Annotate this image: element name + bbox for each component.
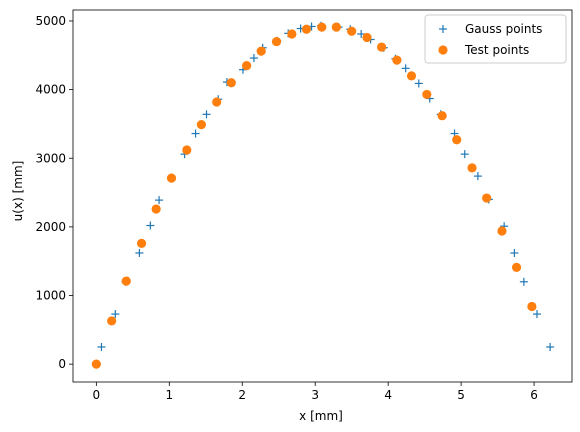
test-point [511,262,522,272]
axis-ticks: 0 1 2 3 4 5 6 0 1000 2000 3000 4000 5000 [35,14,537,402]
test-point [347,26,357,36]
x-tick-label: 4 [384,388,392,402]
gauss-point [401,64,410,73]
test-point [107,316,117,326]
x-axis-label: x [mm] [299,409,343,423]
plot-frame [72,9,573,383]
test-point [151,204,161,214]
gauss-point [460,150,469,159]
gauss-point [519,277,528,286]
y-tick-label: 2000 [35,220,66,234]
test-point [527,301,537,312]
test-point [497,226,507,236]
test-point [136,238,147,248]
y-tick-label: 1000 [35,289,66,303]
test-point [422,89,432,100]
test-point [91,359,101,369]
legend-label: Test points [464,43,529,57]
gauss-point [546,342,555,351]
legend-label: Gauss points [465,22,542,36]
legend-marker-test [438,45,448,55]
legend: Gauss points Test points [424,14,567,64]
x-tick-label: 5 [457,388,465,402]
test-point [271,36,282,47]
test-point [392,55,402,65]
test-point [437,111,447,121]
x-tick-label: 6 [530,388,538,402]
test-point [452,135,462,145]
gauss-point [111,310,120,319]
test-point [362,32,372,43]
plot-area [72,9,573,383]
gauss-point [357,30,366,39]
test-point [406,71,417,81]
x-tick-label: 2 [238,388,246,402]
test-point [182,145,192,155]
legend-marker-gauss [439,25,447,33]
test-point [467,163,477,173]
test-point [196,120,206,130]
test-point [287,29,297,39]
x-tick-label: 1 [165,388,173,402]
series-test-points [91,22,537,369]
x-tick-label: 3 [311,388,319,402]
test-point [166,173,177,183]
x-tick-label: 0 [93,388,101,402]
test-point [212,97,222,107]
gauss-point [510,248,519,257]
y-tick-label: 4000 [35,83,66,97]
test-point [331,22,341,32]
gauss-point [191,129,200,138]
gauss-point [155,196,164,205]
data-marks [91,21,555,369]
gauss-point [532,310,541,319]
legend-box [424,14,567,64]
y-tick-label: 0 [58,357,66,371]
test-point [242,60,252,71]
test-point [256,46,266,56]
test-point [226,78,236,88]
gauss-point [249,54,258,63]
test-point [317,22,327,32]
y-axis-label: u(x) [mm] [11,161,25,222]
gauss-point [414,79,423,88]
gauss-point [97,342,106,351]
gauss-point [202,110,211,119]
gauss-point [135,248,144,257]
test-point [121,276,131,286]
y-tick-label: 3000 [35,151,66,165]
gauss-point [146,221,155,230]
y-tick-label: 5000 [35,14,66,28]
test-point [482,193,492,203]
test-point [376,42,387,52]
test-point [301,24,312,34]
gauss-point [473,172,482,181]
